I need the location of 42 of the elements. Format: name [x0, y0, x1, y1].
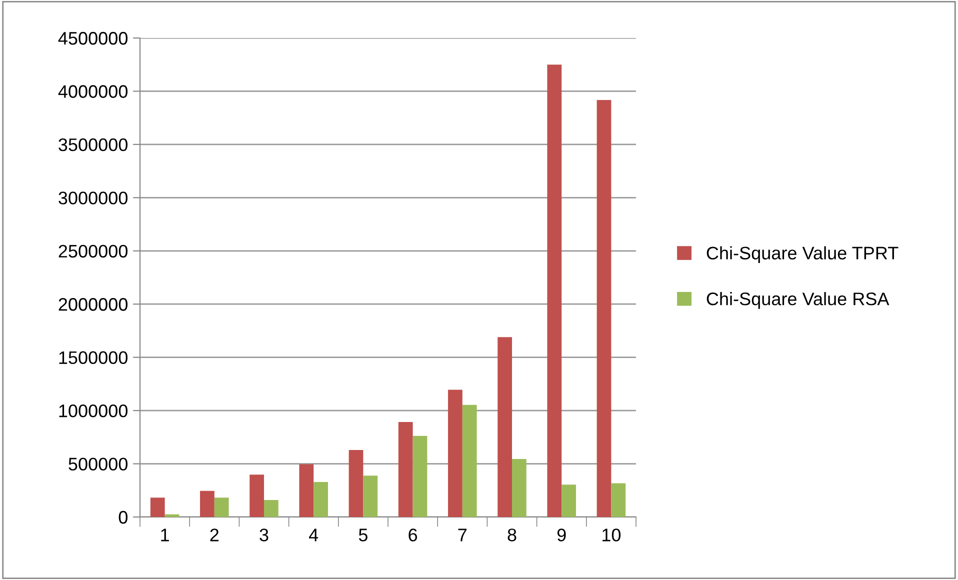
y-tick-label: 500000 [68, 458, 128, 470]
bar [498, 337, 512, 517]
legend-label: Chi-Square Value RSA [706, 292, 890, 309]
x-tick-label: 2 [210, 528, 219, 542]
x-tick-label: 5 [358, 528, 368, 542]
y-tick-label: 1500000 [59, 351, 128, 364]
x-tick-label: 7 [458, 528, 467, 542]
bar [611, 483, 626, 517]
bar [200, 490, 214, 517]
legend-label: Chi-Square Value TPRT [706, 246, 898, 264]
bar [596, 100, 612, 517]
y-tick-label: 2000000 [58, 298, 128, 311]
bar [150, 498, 165, 517]
x-tick-label: 8 [508, 528, 516, 542]
bar [363, 476, 378, 517]
y-tick-label: 1000000 [59, 404, 128, 418]
bar [314, 482, 328, 517]
bar [547, 64, 562, 517]
x-tick-label: 9 [557, 528, 566, 542]
x-tick-label: 3 [260, 528, 268, 542]
bar [348, 450, 364, 517]
bar [164, 514, 180, 517]
bar [250, 474, 264, 517]
y-tick-label: 0 [118, 510, 128, 524]
bar [398, 422, 413, 517]
y-tick-label: 3500000 [58, 138, 128, 152]
bar [448, 390, 462, 517]
y-tick-label: 4500000 [58, 32, 128, 45]
bar [562, 484, 576, 517]
bar [512, 458, 526, 517]
x-tick-label: 1 [161, 528, 169, 542]
x-tick-label: 10 [602, 528, 621, 542]
x-tick-label: 4 [308, 528, 318, 542]
bar [462, 404, 477, 517]
bar [412, 436, 428, 517]
bar [299, 464, 314, 517]
x-tick-label: 6 [408, 528, 418, 542]
y-tick-label: 3000000 [58, 192, 128, 204]
bar [264, 500, 278, 517]
y-tick-label: 4000000 [58, 85, 128, 98]
bar [214, 498, 229, 517]
y-tick-label: 2500000 [58, 244, 128, 258]
